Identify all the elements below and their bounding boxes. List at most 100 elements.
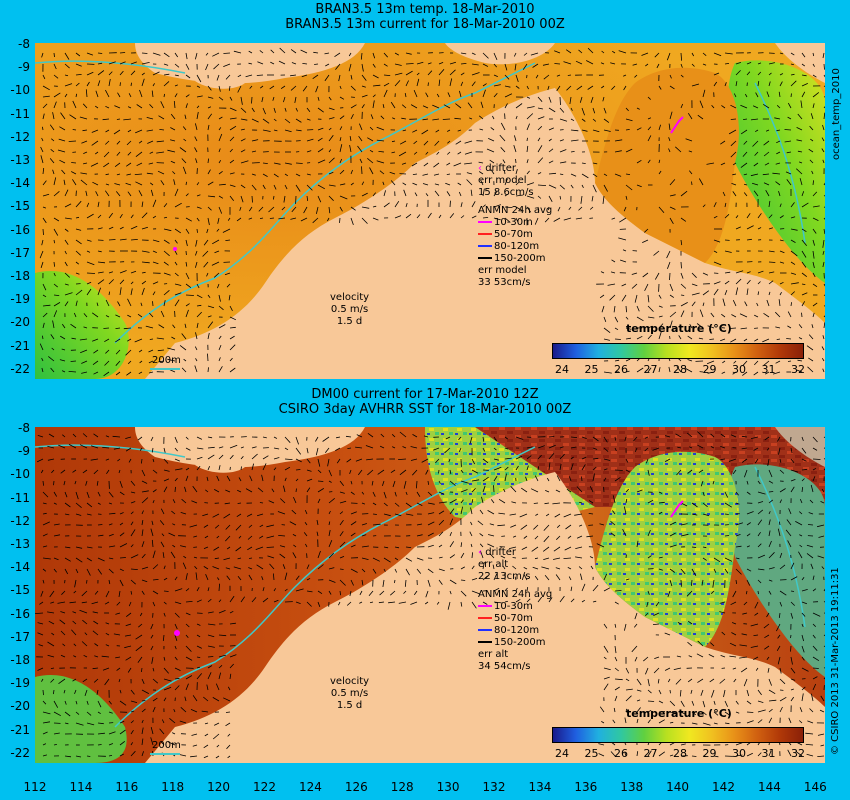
current-arrow [372,52,376,59]
current-arrow [823,228,825,235]
current-arrow [532,63,539,68]
current-arrow [383,89,388,98]
current-arrow [603,371,612,374]
current-arrow [658,501,665,504]
current-arrow [460,81,464,87]
current-arrow [735,215,739,219]
current-arrow [339,579,346,586]
current-arrow [214,524,220,529]
current-arrow [424,601,429,605]
current-arrow [686,590,693,597]
current-arrow [240,160,249,164]
current-arrow [460,552,465,559]
current-arrow [625,305,627,313]
current-arrow [173,179,176,186]
current-arrow [625,695,632,702]
current-arrow [668,123,671,131]
current-arrow [92,667,99,670]
current-arrow [757,501,764,504]
current-arrow [680,700,685,707]
current-arrow [160,741,165,746]
top-cool-water-sw [35,271,129,379]
top-island-north [445,43,555,65]
current-arrow [75,228,82,231]
current-arrow [412,129,418,133]
current-arrow [92,630,99,636]
current-arrow [195,52,198,60]
current-arrow [53,689,55,695]
current-arrow [790,688,794,691]
current-arrow [713,755,719,758]
current-arrow [82,619,88,625]
current-arrow [708,654,715,658]
current-arrow [504,193,508,197]
lat-tick-label: -10 [10,83,30,98]
current-arrow [647,700,655,702]
current-arrow [742,151,748,157]
current-arrow [185,103,188,109]
current-arrow [39,601,44,605]
current-arrow [581,107,585,116]
current-arrow [581,129,588,132]
current-arrow [768,708,773,713]
current-arrow [702,63,707,66]
current-arrow [295,173,301,177]
top-title-line1: BRAN3.5 13m temp. 18-Mar-2010 [315,2,535,17]
current-arrow [292,552,297,559]
current-arrow [470,507,473,515]
current-arrow [427,212,432,219]
current-arrow [223,697,231,702]
current-arrow [394,557,399,561]
current-arrow [581,118,586,122]
current-arrow [382,579,385,587]
current-arrow [273,588,277,592]
current-arrow [669,194,676,197]
current-arrow [185,303,190,307]
lat-tick-label: -8 [18,421,30,435]
current-arrow [567,74,572,76]
current-arrow [592,600,597,603]
current-arrow [218,170,223,175]
current-arrow [90,445,99,449]
current-arrow [214,489,220,493]
current-arrow [233,50,242,54]
current-arrow [306,601,312,607]
current-arrow [412,469,418,476]
current-arrow [658,367,661,373]
current-arrow [464,151,473,155]
current-arrow [422,183,429,186]
top-isobath-east [754,82,806,244]
current-arrow [42,533,48,537]
top-map-panel[interactable] [35,43,825,379]
current-arrow [394,52,399,56]
current-arrow [207,672,212,680]
bottom-map-panel[interactable] [35,427,825,763]
current-arrow [328,510,331,515]
current-arrow [125,447,132,452]
current-arrow [678,335,682,340]
current-arrow [438,544,443,548]
current-arrow [713,52,722,57]
current-arrow [218,305,224,311]
current-arrow [59,126,66,131]
current-arrow [349,136,352,142]
current-arrow [42,579,45,584]
current-arrow [754,129,759,133]
current-arrow [97,70,105,76]
current-arrow [141,520,144,526]
current-arrow [269,217,275,219]
current-arrow [492,115,495,120]
current-arrow [72,611,77,614]
current-arrow [647,316,655,319]
current-arrow [822,124,825,131]
current-arrow [50,667,55,669]
current-arrow [581,476,583,482]
current-arrow [119,491,125,496]
current-arrow [42,283,47,291]
current-arrow [97,80,101,87]
current-arrow [185,675,193,680]
current-arrow [821,488,825,493]
current-arrow [614,338,621,340]
current-arrow [790,562,795,570]
current-arrow [339,144,343,153]
